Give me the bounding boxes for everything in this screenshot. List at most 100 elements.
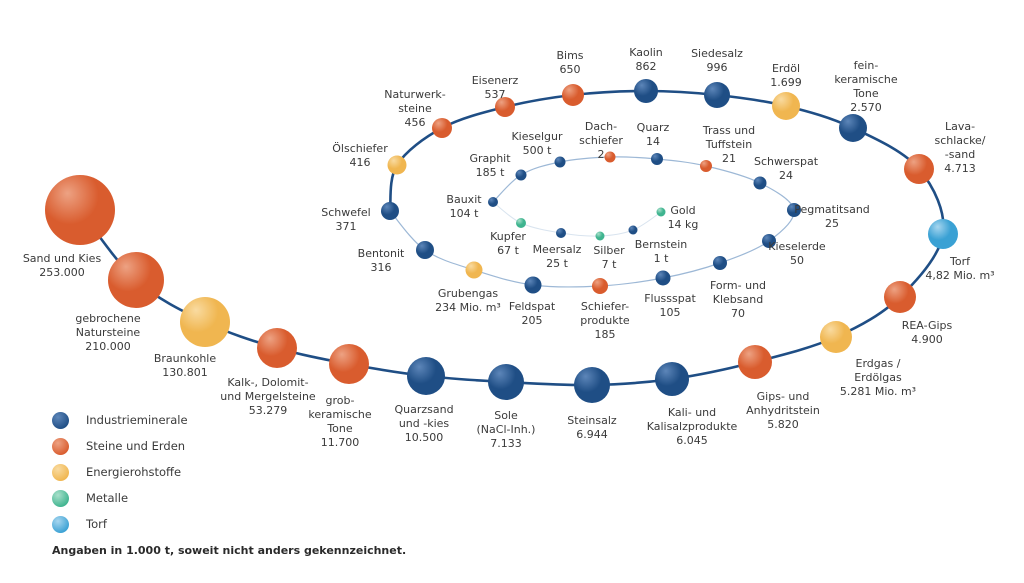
label-line: 4.900: [911, 333, 943, 346]
label-line: 11.700: [321, 436, 360, 449]
label-line: 6.045: [676, 434, 708, 447]
label-meersalz: Meersalz 25 t: [533, 243, 582, 270]
label-fein: fein-keramische Tone 2.570: [834, 59, 898, 114]
label-line: 6.944: [576, 428, 608, 441]
label-line: 14: [646, 135, 660, 148]
label-line: Ölschiefer: [332, 142, 388, 155]
node-lava: [904, 154, 934, 184]
industrie-swatch-icon: [52, 411, 69, 429]
label-kaolin: Kaolin 862: [629, 46, 663, 73]
label-line: Schwefel: [321, 206, 370, 219]
label-line: Anhydritstein: [746, 404, 820, 417]
label-torf: Torf 4,82 Mio. m³: [925, 255, 994, 282]
label-line: gebrochene: [75, 312, 141, 325]
node-trass-und: [700, 160, 712, 172]
label-feldspat: Feldspat 205: [509, 300, 556, 327]
label-line: Natursteine: [76, 326, 141, 339]
label-line: Erdölgas: [854, 371, 902, 384]
label-schwefel: Schwefel 371: [321, 206, 370, 233]
label-line: Erdöl: [772, 62, 800, 75]
label-layer: Sand und Kies 253.000 gebrochene Naturstein…: [23, 46, 995, 450]
legend-label: Steine und Erden: [86, 439, 186, 453]
label-bentonit: Bentonit 316: [358, 247, 405, 274]
label-line: 205: [522, 314, 543, 327]
node-fein: [839, 114, 867, 142]
node-steinsalz: [574, 367, 610, 403]
label-graphit: Graphit 185 t: [469, 152, 511, 179]
label-silber: Silber 7 t: [593, 244, 625, 271]
label-line: Kieselgur: [511, 130, 563, 143]
energie-swatch-icon: [52, 463, 69, 481]
node-bentonit: [416, 241, 434, 259]
label-line: 7.133: [490, 437, 522, 450]
label-trass-und: Trass und Tuffstein 21: [702, 124, 755, 165]
label-line: Braunkohle: [154, 352, 216, 365]
label-line: Tone: [852, 87, 879, 100]
label-line: und Mergelsteine: [220, 390, 316, 403]
node-kaolin: [634, 79, 658, 103]
label-line: Bernstein: [635, 238, 687, 251]
node-schiefer: [592, 278, 608, 294]
label-line: Gips- und: [757, 390, 810, 403]
legend-item-steine: Steine und Erden: [52, 433, 188, 459]
label-line: 253.000: [39, 266, 85, 279]
label-lava: Lava-schlacke/-sand 4.713: [934, 120, 985, 175]
label-line: Meersalz: [533, 243, 582, 256]
legend-item-energie: Energierohstoffe: [52, 459, 188, 485]
label-schwerspat: Schwerspat 24: [754, 155, 819, 182]
label-line: und -kies: [399, 417, 450, 430]
label-line: Graphit: [469, 152, 511, 165]
node-quarz: [651, 153, 663, 165]
node-feldspat: [524, 276, 542, 294]
label-line: 130.801: [162, 366, 208, 379]
label-line: 650: [560, 63, 581, 76]
label-line: Tone: [326, 422, 353, 435]
label-bims: Bims 650: [556, 49, 583, 76]
label-kalk-dolomit: Kalk-, Dolomit-und Mergelsteine 53.279: [220, 376, 316, 417]
label-line: 70: [731, 307, 745, 320]
label-grubengas: Grubengas 234 Mio. m³: [435, 287, 501, 314]
node-silber: [595, 231, 605, 241]
label-line: 862: [636, 60, 657, 73]
label-line: Bims: [556, 49, 583, 62]
label-line: Siedesalz: [691, 47, 743, 60]
label-line: Kupfer: [490, 230, 526, 243]
label-rea-gips: REA-Gips 4.900: [902, 319, 953, 346]
label-sand-und-kies: Sand und Kies 253.000: [23, 252, 102, 279]
node-gold: [656, 207, 666, 217]
label-line: Grubengas: [438, 287, 498, 300]
label-line: Bentonit: [358, 247, 405, 260]
label-schiefer: Schiefer-produkte 185: [580, 300, 630, 341]
label-form-und: Form- und Klebsand 70: [710, 279, 766, 320]
label-line: schlacke/: [934, 134, 985, 147]
label-line: 316: [371, 261, 392, 274]
label-line: Klebsand: [713, 293, 763, 306]
node-bauxit: [488, 197, 498, 207]
node-kieselgur: [554, 156, 566, 168]
label-line: Eisenerz: [472, 74, 519, 87]
label-gebrochene: gebrochene Natursteine 210.000: [75, 312, 141, 353]
label-line: 416: [350, 156, 371, 169]
node-layer: [45, 79, 958, 403]
spiral-line-inner: [389, 156, 795, 288]
label-line: 7 t: [602, 258, 617, 271]
label-erdgas: Erdgas / Erdölgas 5.281 Mio. m³: [840, 357, 916, 398]
node-torf: [928, 219, 958, 249]
label-line: Silber: [593, 244, 625, 257]
label-grob: grob-keramische Tone 11.700: [308, 394, 372, 449]
label-line: Naturwerk-: [384, 88, 445, 101]
label-bernstein: Bernstein 1 t: [635, 238, 687, 265]
label-line: 24: [779, 169, 793, 182]
label-ölschiefer: Ölschiefer 416: [332, 142, 388, 169]
label-kupfer: Kupfer 67 t: [490, 230, 526, 257]
label-bauxit: Bauxit 104 t: [446, 193, 482, 220]
label-line: 4.713: [944, 162, 976, 175]
node-pegmatitsand: [787, 203, 801, 217]
footnote: Angaben in 1.000 t, soweit nicht anders …: [52, 544, 407, 557]
label-line: 4,82 Mio. m³: [925, 269, 994, 282]
node-form-und: [713, 256, 727, 270]
label-line: 25: [825, 217, 839, 230]
node-ölschiefer: [387, 155, 407, 175]
label-line: Trass und: [702, 124, 755, 137]
